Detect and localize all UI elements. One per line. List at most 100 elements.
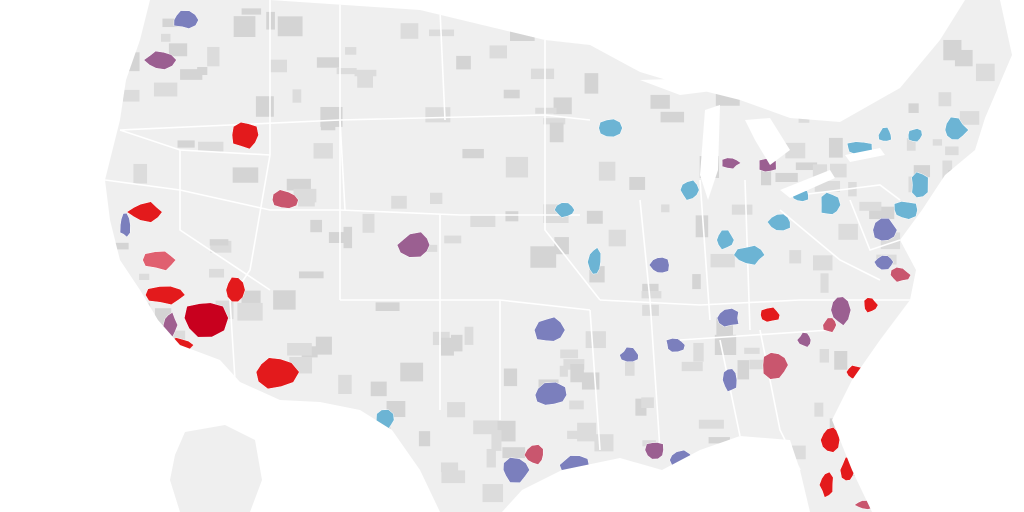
gray-metro bbox=[906, 138, 916, 151]
gray-metro bbox=[789, 250, 802, 264]
gray-metro bbox=[744, 347, 760, 354]
state-borders bbox=[105, 0, 910, 471]
gray-metro bbox=[444, 235, 462, 244]
gray-metro bbox=[932, 139, 943, 146]
gray-metro bbox=[310, 219, 323, 233]
state-border bbox=[779, 209, 881, 281]
colored-metro bbox=[644, 442, 664, 460]
gray-metro bbox=[425, 107, 451, 123]
gray-metro bbox=[375, 302, 400, 311]
colored-metro bbox=[873, 255, 894, 271]
state-border bbox=[119, 114, 591, 131]
gray-metro bbox=[345, 47, 357, 55]
gray-metro bbox=[162, 18, 185, 28]
colored-metro bbox=[142, 251, 177, 271]
gray-metro bbox=[530, 68, 555, 80]
gray-metro bbox=[959, 111, 980, 125]
colored-metro bbox=[762, 352, 789, 380]
gray-metro bbox=[315, 336, 332, 355]
state-border bbox=[105, 179, 340, 211]
colored-metro bbox=[716, 308, 739, 328]
state-border bbox=[544, 40, 601, 301]
gray-metro bbox=[400, 23, 419, 39]
colored-metro bbox=[796, 332, 812, 348]
gray-metro bbox=[585, 331, 606, 349]
gray-metro bbox=[153, 82, 178, 97]
colored-metro bbox=[721, 157, 742, 170]
lake-huron bbox=[745, 118, 790, 165]
gray-metro bbox=[161, 33, 171, 42]
gray-metro bbox=[708, 437, 730, 444]
gray-metro bbox=[470, 214, 496, 228]
gray-metro bbox=[943, 39, 962, 61]
gray-metro bbox=[255, 96, 274, 117]
gray-metro bbox=[584, 73, 599, 94]
gray-metro bbox=[554, 237, 569, 255]
colored-metro bbox=[173, 10, 199, 29]
gray-metro bbox=[343, 226, 353, 249]
colored-metro bbox=[503, 457, 530, 483]
colored-metro bbox=[907, 128, 923, 142]
alaska bbox=[170, 425, 262, 512]
gray-metro bbox=[681, 361, 703, 372]
colored-metro bbox=[143, 50, 177, 70]
state-border bbox=[589, 309, 601, 451]
gray-metro bbox=[502, 447, 526, 459]
gray-metro bbox=[731, 204, 753, 215]
colored-metro bbox=[863, 297, 879, 313]
gray-metro bbox=[336, 68, 357, 75]
colored-metro bbox=[396, 231, 430, 258]
gray-metro bbox=[695, 215, 709, 238]
gray-metro bbox=[942, 160, 953, 181]
gray-metro bbox=[908, 103, 919, 113]
gray-metro bbox=[440, 337, 454, 356]
gray-metro bbox=[273, 290, 296, 310]
colored-metro bbox=[944, 116, 969, 140]
gray-metro bbox=[505, 156, 529, 178]
state-border bbox=[679, 329, 831, 341]
colored-metro bbox=[820, 427, 840, 453]
colored-metro bbox=[830, 296, 852, 326]
gray-metro bbox=[497, 420, 516, 442]
gray-metro bbox=[180, 69, 203, 80]
colored-metro bbox=[680, 179, 700, 201]
gray-metro bbox=[486, 448, 496, 468]
gray-metro bbox=[357, 74, 374, 88]
gray-metro bbox=[441, 470, 466, 484]
colored-metro bbox=[231, 121, 259, 150]
lake-superior bbox=[640, 78, 720, 95]
gray-metro bbox=[292, 89, 302, 103]
gray-metro bbox=[594, 434, 614, 452]
gray-metro bbox=[698, 419, 724, 429]
gray-metro bbox=[553, 97, 572, 115]
gray-metro bbox=[505, 211, 519, 222]
gray-metro bbox=[749, 359, 764, 370]
great-lakes bbox=[640, 78, 885, 200]
gray-metro bbox=[625, 354, 635, 376]
gray-metro bbox=[693, 342, 704, 362]
gray-metro bbox=[429, 192, 443, 205]
colored-metro bbox=[878, 127, 892, 142]
gray-metro bbox=[798, 115, 810, 123]
state-border bbox=[179, 150, 271, 291]
gray-metro bbox=[420, 244, 438, 252]
colored-metro bbox=[587, 247, 602, 275]
state-border bbox=[339, 119, 346, 211]
gray-metro bbox=[370, 381, 387, 397]
gray-metro bbox=[828, 137, 843, 158]
state-border bbox=[699, 179, 711, 321]
gray-metro bbox=[641, 291, 662, 299]
colored-metro bbox=[119, 212, 131, 238]
colored-metro bbox=[648, 257, 670, 274]
colored-metro bbox=[766, 213, 791, 231]
lake-erie bbox=[780, 170, 835, 198]
gray-metro bbox=[559, 365, 568, 377]
gray-metro bbox=[198, 141, 224, 152]
gray-metro bbox=[362, 213, 375, 233]
gray-metro bbox=[819, 348, 830, 363]
gray-metro bbox=[400, 362, 424, 382]
gray-metro bbox=[316, 57, 340, 68]
gray-metro bbox=[491, 430, 502, 451]
gray-metro bbox=[338, 374, 352, 394]
